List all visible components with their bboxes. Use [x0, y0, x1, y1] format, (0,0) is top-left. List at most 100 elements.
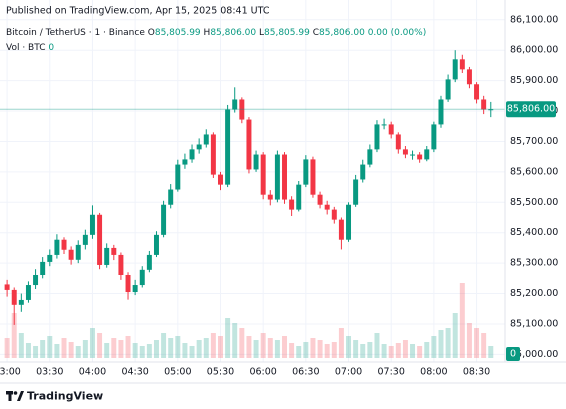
candle-body — [189, 149, 195, 160]
candle-body — [431, 124, 437, 150]
volume-bar — [481, 333, 487, 358]
candle-body — [11, 289, 17, 305]
volume-bar — [125, 336, 131, 358]
volume-bar — [395, 343, 401, 358]
volume-bar — [274, 340, 280, 358]
volume-bar — [346, 336, 352, 358]
last-price-badge — [506, 101, 556, 118]
candle-body — [75, 244, 81, 260]
symbol: Bitcoin / TetherUS · 1 · Binance — [6, 28, 145, 38]
volume-bar — [25, 343, 31, 358]
candle-body — [153, 234, 159, 255]
volume-bar — [474, 328, 480, 358]
candle-body — [82, 234, 88, 245]
candle-body — [488, 109, 494, 111]
y-tick-label: 85,600.00 — [510, 166, 558, 177]
y-tick-label: 85,900.00 — [510, 75, 558, 86]
candle-body — [410, 154, 416, 156]
candle-body — [353, 179, 359, 205]
candle-body — [331, 209, 337, 220]
candle-body — [125, 274, 131, 293]
x-tick-label: 07:00 — [335, 367, 362, 378]
candle-body — [61, 239, 67, 250]
volume-bar — [445, 328, 451, 358]
volume-bar — [267, 338, 273, 358]
candle-body — [111, 247, 117, 255]
candle-body — [466, 69, 472, 85]
candle-body — [395, 134, 401, 150]
x-tick-label: 04:00 — [79, 367, 106, 378]
volume-bar — [246, 336, 252, 358]
volume-bar — [218, 336, 223, 358]
candle-body — [118, 254, 124, 275]
candle-body — [424, 149, 430, 160]
logo-part — [17, 391, 24, 401]
o-value: 85,805.99 — [155, 28, 201, 38]
brand-logo: TradingView — [6, 390, 103, 403]
volume-bar — [381, 344, 387, 358]
volume-bar — [232, 323, 238, 358]
volume-bar — [402, 340, 408, 358]
candle-body — [438, 99, 444, 125]
volume-bar — [18, 333, 24, 358]
volume-bar — [289, 343, 295, 358]
candle-body — [289, 199, 295, 210]
candle-body — [33, 274, 39, 286]
candle-body — [203, 134, 209, 145]
volume-bar — [75, 346, 81, 358]
volume-bar — [424, 342, 430, 358]
candle-body — [218, 174, 223, 185]
candle-body — [40, 261, 46, 275]
volume-bar — [253, 340, 259, 358]
candle-body — [182, 159, 188, 165]
y-tick-label: 85,500.00 — [510, 197, 558, 208]
volume-bar — [488, 346, 494, 358]
candle-body — [452, 59, 458, 80]
candle-body — [267, 194, 273, 200]
candle-body — [481, 99, 487, 110]
x-tick-label: 05:00 — [164, 367, 191, 378]
candle-body — [338, 219, 344, 240]
x-tick-label: 07:30 — [378, 367, 405, 378]
candle-body — [104, 247, 110, 265]
candle-body — [260, 154, 266, 195]
plot-area — [0, 0, 505, 362]
y-tick-label: 85,100.00 — [510, 318, 558, 329]
candle-body — [324, 204, 330, 210]
y-tick-label: 86,100.00 — [510, 14, 558, 25]
y-tick-label: 85,200.00 — [510, 288, 558, 299]
volume-bar — [161, 333, 167, 358]
candle-body — [89, 214, 95, 235]
volume-bar — [360, 344, 366, 358]
candle-body — [282, 154, 287, 200]
candle-body — [175, 164, 181, 190]
candle-body — [4, 284, 10, 290]
volume-bar — [139, 346, 145, 358]
volume-bar — [182, 343, 188, 358]
volume-bar — [317, 340, 323, 358]
volume-value: 0 — [48, 43, 54, 53]
logo-part — [8, 391, 12, 401]
c-key: C — [313, 28, 319, 38]
candle-body — [402, 149, 408, 155]
x-tick-label: 06:00 — [249, 367, 276, 378]
volume-bar — [466, 323, 472, 358]
candle-body — [381, 124, 387, 126]
y-tick-label: 85,300.00 — [510, 258, 558, 269]
candle-body — [225, 109, 231, 185]
candle-body — [360, 164, 366, 180]
candle-body — [68, 249, 74, 260]
o-key: O — [148, 28, 155, 38]
candle-body — [246, 119, 252, 170]
volume-bar — [338, 328, 344, 358]
volume-bar — [54, 344, 60, 358]
y-tick-label: 85,400.00 — [510, 227, 558, 238]
volume-bar — [410, 344, 416, 358]
candle-body — [445, 79, 451, 100]
candle-body — [232, 99, 238, 110]
brand-name: TradingView — [27, 390, 103, 403]
volume-bar — [388, 346, 394, 358]
volume-bar — [153, 340, 159, 358]
candle-body — [146, 254, 152, 270]
